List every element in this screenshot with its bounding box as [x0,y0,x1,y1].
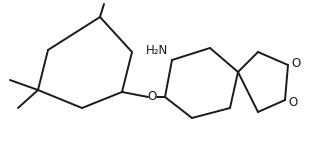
Text: H₂N: H₂N [146,44,168,57]
Text: O: O [291,57,300,69]
Text: O: O [147,91,157,103]
Text: O: O [288,95,297,109]
